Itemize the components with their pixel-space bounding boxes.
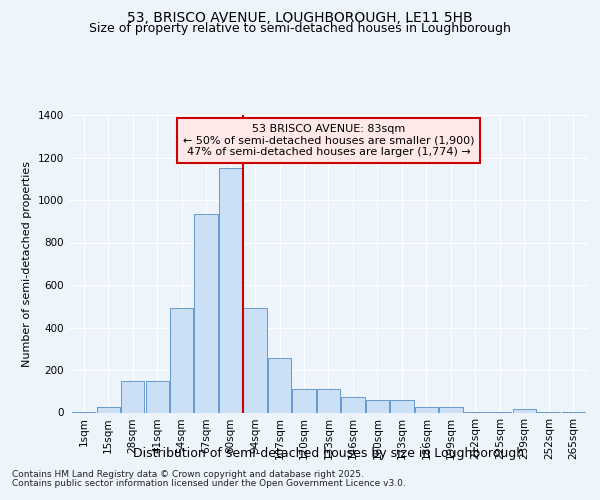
- Text: 53, BRISCO AVENUE, LOUGHBOROUGH, LE11 5HB: 53, BRISCO AVENUE, LOUGHBOROUGH, LE11 5H…: [127, 11, 473, 25]
- Y-axis label: Number of semi-detached properties: Number of semi-detached properties: [22, 161, 32, 367]
- Text: Contains public sector information licensed under the Open Government Licence v3: Contains public sector information licen…: [12, 478, 406, 488]
- Bar: [146, 381, 169, 412]
- Bar: [244, 308, 266, 412]
- Bar: [415, 407, 438, 412]
- Bar: [97, 406, 120, 412]
- Bar: [341, 396, 365, 412]
- Bar: [121, 381, 144, 412]
- Bar: [219, 168, 242, 412]
- Bar: [513, 408, 536, 412]
- Text: Distribution of semi-detached houses by size in Loughborough: Distribution of semi-detached houses by …: [133, 448, 524, 460]
- Bar: [317, 389, 340, 412]
- Text: 53 BRISCO AVENUE: 83sqm
← 50% of semi-detached houses are smaller (1,900)
47% of: 53 BRISCO AVENUE: 83sqm ← 50% of semi-de…: [183, 124, 474, 157]
- Bar: [366, 400, 389, 412]
- Bar: [170, 308, 193, 412]
- Bar: [292, 389, 316, 412]
- Text: Size of property relative to semi-detached houses in Loughborough: Size of property relative to semi-detach…: [89, 22, 511, 35]
- Bar: [439, 407, 463, 412]
- Text: Contains HM Land Registry data © Crown copyright and database right 2025.: Contains HM Land Registry data © Crown c…: [12, 470, 364, 479]
- Bar: [268, 358, 291, 412]
- Bar: [194, 214, 218, 412]
- Bar: [391, 400, 413, 412]
